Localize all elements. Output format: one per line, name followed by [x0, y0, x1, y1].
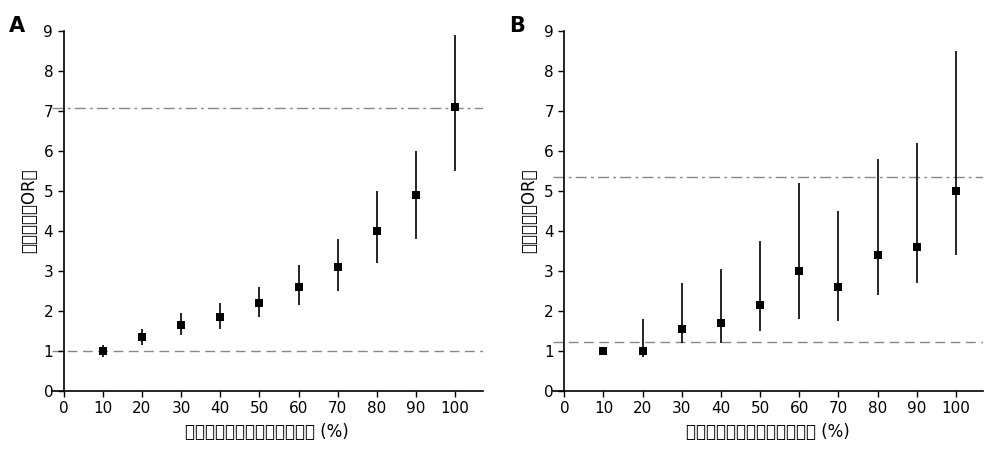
Y-axis label: 验证人群的OR値: 验证人群的OR値 [521, 169, 539, 253]
Point [369, 227, 385, 234]
Point [447, 103, 463, 110]
Point [95, 347, 111, 354]
X-axis label: 多基因遗传风险得分百分位数 (%): 多基因遗传风险得分百分位数 (%) [185, 423, 349, 442]
Text: A: A [9, 16, 25, 36]
Point [674, 325, 690, 333]
Point [830, 283, 846, 290]
Point [791, 267, 807, 274]
Point [909, 243, 925, 251]
Point [251, 299, 267, 306]
Point [408, 191, 424, 198]
Point [948, 187, 964, 195]
Point [173, 321, 189, 328]
Point [752, 301, 768, 309]
Point [330, 263, 346, 271]
Point [713, 319, 729, 327]
Point [291, 283, 307, 290]
Point [595, 347, 611, 354]
Point [870, 251, 886, 259]
X-axis label: 多基因遗传风险得分百分位数 (%): 多基因遗传风险得分百分位数 (%) [686, 423, 850, 442]
Text: B: B [510, 16, 525, 36]
Point [635, 347, 651, 354]
Point [134, 333, 150, 341]
Y-axis label: 发现人群的OR値: 发现人群的OR値 [20, 169, 38, 253]
Point [212, 313, 228, 321]
